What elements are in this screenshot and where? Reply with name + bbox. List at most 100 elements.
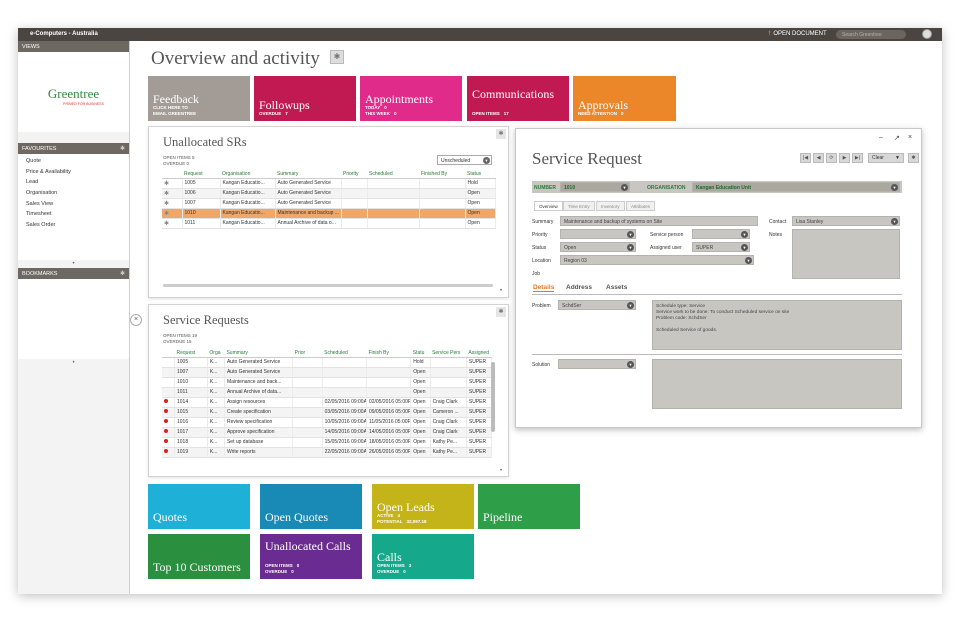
row-menu-icon[interactable]: ✱ (162, 218, 183, 229)
tile-followups[interactable]: Followups OVERDUE 7 (254, 76, 356, 121)
tile-top-10-customers[interactable]: Top 10 Customers (148, 534, 250, 579)
panel-more-icon[interactable]: • (499, 468, 503, 474)
tab-inventory[interactable]: Inventory (596, 201, 625, 211)
table-row[interactable]: 1007 K... Auto Generated Service Open SUPER (162, 367, 493, 378)
favourite-item[interactable]: Quote (26, 158, 41, 164)
problem-select[interactable]: SchdSer ▼ (558, 300, 636, 310)
column-header[interactable]: Finish By (366, 350, 411, 358)
horizontal-scrollbar[interactable] (163, 284, 493, 287)
tile-open-leads[interactable]: Open Leads ACTIVE 4 POTENTIAL 32,097.18 (372, 484, 474, 529)
tile-open-quotes[interactable]: Open Quotes (260, 484, 362, 529)
column-header[interactable]: Status (465, 171, 495, 179)
table-row[interactable]: 1010 K... Maintenance and back... Open SUPER (162, 377, 493, 388)
table-row[interactable]: ✱ 1010 Kangan Educatio... Maintenance and b… (162, 208, 496, 219)
table-row[interactable]: 1017 K... Approve specification 14/05/2016 … (162, 427, 493, 438)
first-record-icon[interactable]: |◀ (800, 153, 811, 163)
favourite-item[interactable]: Timesheet (26, 211, 52, 218)
column-header[interactable]: Scheduled (367, 171, 419, 179)
problem-description-field[interactable]: Schedule type: Service Service work to be… (652, 300, 902, 350)
gear-icon[interactable]: ✱ (119, 146, 125, 152)
status-select[interactable]: Open ▼ (560, 242, 636, 252)
favourite-item[interactable]: Sales View (26, 200, 54, 207)
tile-communications[interactable]: Communications OPEN ITEMS 17 (467, 76, 569, 121)
tab-overview[interactable]: Overview (534, 201, 563, 211)
previous-record-icon[interactable]: ◀ (813, 153, 824, 163)
panel-more-icon[interactable]: • (499, 288, 503, 294)
favourite-item[interactable]: Lead (26, 179, 39, 186)
column-header[interactable]: Scheduled (322, 350, 367, 358)
vertical-scrollbar[interactable] (491, 362, 495, 432)
tab-time-entry[interactable]: Time Entry (563, 201, 595, 211)
tile-appointments[interactable]: Appointments TODAY 0 THIS WEEK 0 (360, 76, 462, 121)
number-field[interactable]: 1010 ▼ (560, 182, 630, 192)
column-header[interactable]: Summary (275, 171, 341, 179)
column-header[interactable] (162, 171, 182, 179)
maximize-icon[interactable]: ↗ (894, 135, 900, 142)
row-menu-icon[interactable]: ✱ (162, 198, 183, 209)
column-header[interactable]: Service Pers (430, 350, 467, 358)
tile-approvals[interactable]: Approvals NEED ATTENTION 0 (573, 76, 676, 121)
column-header[interactable]: Organisation (220, 171, 275, 179)
column-header[interactable]: Statu (410, 350, 431, 358)
row-menu-icon[interactable]: ✱ (162, 208, 183, 219)
close-icon[interactable]: × (908, 134, 913, 141)
priority-select[interactable]: ▼ (560, 229, 636, 239)
table-row[interactable]: ✱ 1006 Kangan Educatio... Auto Generated Se… (162, 188, 496, 199)
column-header[interactable]: Request (182, 171, 220, 179)
gear-icon[interactable]: ✱ (496, 307, 506, 317)
table-row[interactable]: 1019 K... Write reports 22/05/2016 09:00AM 2… (162, 447, 493, 458)
notes-field[interactable] (792, 229, 900, 279)
assigned-user-select[interactable]: SUPER ▼ (692, 242, 750, 252)
table-row[interactable]: 1014 K... Assign resources 02/05/2016 09:00… (162, 397, 493, 408)
summary-field[interactable]: Maintenance and backup of systems on Sit… (560, 216, 758, 226)
tab-attributes[interactable]: Attributes (626, 201, 656, 211)
tile-unallocated-calls[interactable]: Unallocated Calls OPEN ITEMS 0 OVERDUE 0 (260, 534, 362, 579)
column-header[interactable]: Finished By (419, 171, 465, 179)
row-menu-icon[interactable]: ✱ (162, 178, 183, 189)
tile-quotes[interactable]: Quotes (148, 484, 250, 529)
organisation-field[interactable]: Kangan Education Unit ▼ (692, 182, 900, 192)
column-header[interactable]: Prior (292, 350, 323, 358)
service-person-select[interactable]: ▼ (692, 229, 750, 239)
table-row[interactable]: 1016 K... Review specification 10/05/2016 0… (162, 417, 493, 428)
column-header[interactable]: Priority (341, 171, 367, 179)
tab-details[interactable]: Details (533, 284, 555, 292)
solution-description-field[interactable] (652, 359, 902, 409)
column-header[interactable]: Request (174, 350, 208, 358)
gear-icon[interactable]: ✱ (119, 271, 125, 277)
last-record-icon[interactable]: ▶| (852, 153, 863, 163)
gear-icon[interactable]: ✱ (330, 50, 344, 64)
bookmarks-more-icon[interactable]: • (72, 360, 75, 366)
next-record-icon[interactable]: ▶ (839, 153, 850, 163)
column-header[interactable]: Orga (207, 350, 225, 358)
tile-feedback[interactable]: Feedback CLICK HERE TO EMAIL GREENTREE (148, 76, 250, 121)
column-header[interactable] (162, 350, 175, 358)
table-row[interactable]: ✱ 1011 Kangan Educatio... Annual Archive of… (162, 218, 496, 229)
contact-field[interactable]: Lisa Stanley ▼ (792, 216, 900, 226)
table-row[interactable]: ✱ 1007 Kangan Educatio... Auto Generated Se… (162, 198, 496, 209)
tile-pipeline[interactable]: Pipeline (478, 484, 580, 529)
table-row[interactable]: 1018 K... Set up database 15/05/2016 09:00A… (162, 437, 493, 448)
clear-button[interactable]: Clear ▼ (868, 153, 904, 163)
table-row[interactable]: 1015 K... Create specification 03/05/2016 0… (162, 407, 493, 418)
collapse-sidebar-icon[interactable]: × (130, 314, 142, 326)
column-header[interactable]: Summary (224, 350, 293, 358)
solution-select[interactable]: ▼ (558, 359, 636, 369)
tile-calls[interactable]: Calls OPEN ITEMS 3 OVERDUE 0 (372, 534, 474, 579)
row-menu-icon[interactable]: ✱ (162, 188, 183, 199)
user-avatar-icon[interactable] (922, 29, 932, 39)
tab-assets[interactable]: Assets (606, 284, 628, 291)
search-input[interactable]: Search Greentree (836, 30, 906, 39)
table-row[interactable]: ✱ 1005 Kangan Educatio... Auto Generated Se… (162, 178, 496, 189)
location-select[interactable]: Region 03 ▼ (560, 255, 754, 265)
gear-icon[interactable]: ✱ (496, 129, 506, 139)
column-header[interactable]: Assigned (466, 350, 492, 358)
favourite-item[interactable]: Price & Availability (26, 168, 71, 175)
bookmarks-header[interactable]: BOOKMARKS ✱ (18, 268, 129, 279)
favourite-item[interactable]: Organisation (26, 190, 58, 197)
tab-address[interactable]: Address (566, 284, 593, 291)
minimize-icon[interactable]: – (879, 134, 883, 141)
schedule-filter-select[interactable]: Unscheduled ▼ (437, 155, 492, 165)
open-document-button[interactable]: † OPEN DOCUMENT (768, 31, 827, 37)
favourite-item[interactable]: Sales Order (26, 222, 56, 229)
